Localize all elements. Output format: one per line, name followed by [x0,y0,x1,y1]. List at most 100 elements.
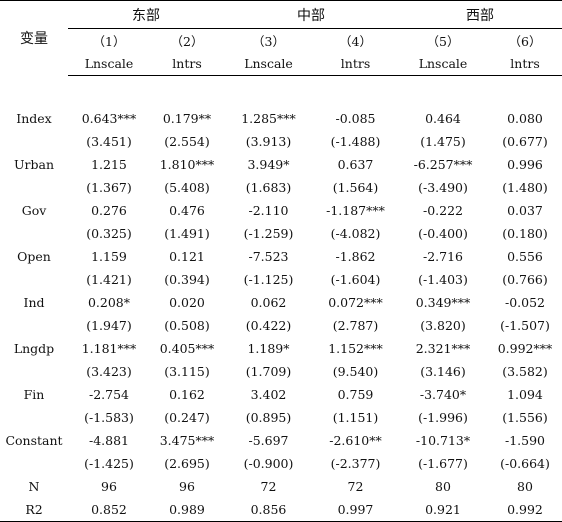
coefficient-cell: -1.862 [335,249,376,264]
coefficient-cell: -2.754 [88,387,129,402]
group-header-east: 东部 [68,0,224,29]
t-stat-row: (3.451) (2.554) (3.913) (-1.488) (1.475) (0.6… [0,130,562,153]
coefficient-cell: 3.949* [247,157,290,172]
coefficient-cell: -10.713* [415,433,471,448]
t-stat-cell: (1.480) [502,180,548,195]
col-number-1: （1） [92,34,126,49]
t-stat-cell: (1.564) [332,180,379,195]
dep-var-6: lntrs [488,52,562,76]
coefficient-cell: 1.159 [91,249,127,264]
t-stat-cell: (0.895) [245,410,292,425]
coef-row: Ind 0.208* 0.020 0.062 0.072*** 0.349*** -0.05… [0,291,562,314]
coefficient-cell: -0.222 [422,203,463,218]
coefficient-cell: 0.996 [507,157,543,172]
coefficient-cell: 0.476 [169,203,205,218]
t-stat-cell: (1.475) [420,134,466,149]
group-header-west: 西部 [398,0,562,29]
footer-value: 0.921 [398,498,488,522]
t-stat-cell: (-1.425) [84,456,134,471]
coefficient-cell: 0.349*** [415,295,471,310]
t-stat-cell: (1.683) [245,180,292,195]
t-stat-cell: (0.508) [164,318,210,333]
coefficient-cell: 0.162 [169,387,205,402]
footer-row: N 96 96 72 72 80 80 [0,475,562,498]
coefficient-cell: 1.215 [91,157,127,172]
t-stat-cell: (5.408) [164,180,210,195]
footer-row: R2 0.852 0.989 0.856 0.997 0.921 0.992 [0,498,562,522]
col-number-3: （3） [252,34,285,49]
coef-row: Gov 0.276 0.476 -2.110 -1.187*** -0.222 0.037 [0,199,562,222]
footer-value: 0.989 [150,498,224,522]
t-stat-row: (-1.583) (0.247) (0.895) (1.151) (-1.996) (1.… [0,406,562,429]
coefficient-cell: 3.402 [250,387,287,402]
variable-name: Ind [23,295,45,310]
coefficient-cell: -0.052 [504,295,545,310]
footer-value: 80 [435,479,451,494]
t-stat-cell: (-0.400) [418,226,468,241]
coefficient-cell: 0.037 [507,203,543,218]
variable-header: 变量 [0,0,68,76]
footer-value: 72 [260,479,277,494]
coefficient-cell: 0.992*** [497,341,553,356]
t-stat-cell: (0.677) [502,134,548,149]
coefficient-cell: -5.697 [248,433,289,448]
coefficient-cell: 0.759 [337,387,374,402]
t-stat-cell: (1.947) [86,318,132,333]
t-stat-cell: (0.325) [86,226,132,241]
footer-label: N [28,479,40,494]
variable-name: Lngdp [13,341,55,356]
variable-name: Open [17,249,51,264]
footer-value: 96 [179,479,195,494]
coefficient-cell: 1.810*** [159,157,215,172]
t-stat-cell: (9.540) [332,364,379,379]
t-stat-row: (1.947) (0.508) (0.422) (2.787) (3.820) (-1.5… [0,314,562,337]
coefficient-cell: 0.276 [91,203,127,218]
coefficient-cell: 3.475*** [159,433,215,448]
t-stat-cell: (-2.377) [330,456,381,471]
coef-row: Lngdp 1.181*** 0.405*** 1.189* 1.152*** 2.321… [0,337,562,360]
footer-value: 0.997 [313,498,398,522]
variable-name: Constant [5,433,63,448]
coefficient-cell: -1.187*** [326,203,385,218]
dep-var-4: lntrs [313,52,398,76]
t-stat-cell: (3.146) [420,364,466,379]
coef-row: Urban 1.215 1.810*** 3.949* 0.637 -6.257*** 0.… [0,153,562,176]
coefficient-cell: 0.405*** [159,341,215,356]
t-stat-cell: (0.180) [502,226,548,241]
coef-row: Open 1.159 0.121 -7.523 -1.862 -2.716 0.556 [0,245,562,268]
dep-var-3: Lnscale [224,52,313,76]
t-stat-row: (3.423) (3.115) (1.709) (9.540) (3.146) (3.58… [0,360,562,383]
variable-name: Fin [23,387,45,402]
coefficient-cell: 2.321*** [415,341,471,356]
variable-name: Gov [21,203,47,218]
coefficient-cell: 0.464 [425,111,461,126]
t-stat-row: (1.421) (0.394) (-1.125) (-1.604) (-1.403) (0… [0,268,562,291]
footer-value: 80 [517,479,533,494]
col-number-4: （4） [339,34,372,49]
t-stat-cell: (1.367) [86,180,132,195]
t-stat-cell: (-1.403) [418,272,468,287]
coefficient-cell: -2.110 [248,203,289,218]
t-stat-cell: (2.695) [164,456,210,471]
t-stat-cell: (3.451) [86,134,132,149]
spacer-row [0,76,562,108]
t-stat-cell: (-3.490) [418,180,468,195]
coefficient-cell: -7.523 [248,249,289,264]
coefficient-cell: 1.189* [247,341,290,356]
t-stat-cell: (1.491) [164,226,210,241]
coefficient-cell: -2.716 [422,249,463,264]
t-stat-cell: (3.423) [86,364,132,379]
t-stat-cell: (0.766) [502,272,548,287]
coefficient-cell: -0.085 [335,111,376,126]
dep-var-5: Lnscale [398,52,488,76]
coefficient-cell: 0.556 [507,249,543,264]
t-stat-row: (1.367) (5.408) (1.683) (1.564) (-3.490) (1.4… [0,176,562,199]
variable-name: Index [16,111,52,126]
coefficient-cell: 0.643*** [81,111,137,126]
t-stat-cell: (3.820) [420,318,466,333]
t-stat-cell: (1.556) [502,410,548,425]
t-stat-cell: (0.247) [164,410,210,425]
t-stat-cell: (-4.082) [330,226,381,241]
footer-value: 96 [101,479,117,494]
